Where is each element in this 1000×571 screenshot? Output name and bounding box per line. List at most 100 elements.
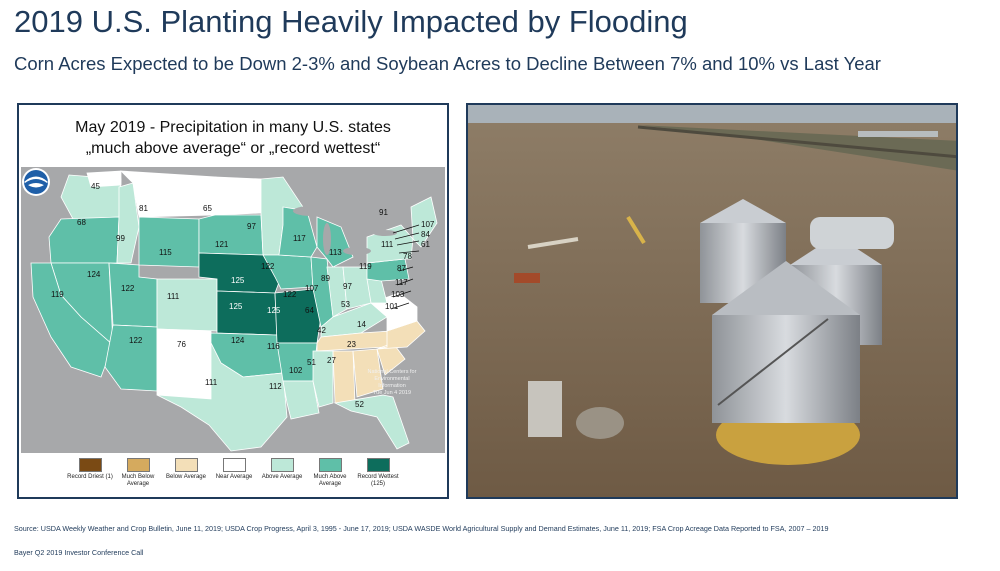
label-nc: 14: [357, 320, 366, 329]
label-fl: 52: [355, 400, 364, 409]
label-nv: 124: [87, 270, 101, 279]
label-tn: 42: [317, 326, 326, 335]
state-wy: [138, 216, 200, 268]
state-wv: [366, 278, 388, 304]
label-wy: 115: [159, 248, 172, 257]
event-footer: Bayer Q2 2019 Investor Conference Call: [14, 548, 144, 557]
callout-6: 117: [395, 278, 408, 287]
label-tx: 111: [205, 378, 218, 387]
source-note: Source: USDA Weekly Weather and Crop Bul…: [14, 524, 829, 533]
label-va: 53: [341, 300, 350, 309]
label-nm: 76: [177, 340, 186, 349]
legend-label: Much Below Average: [121, 474, 155, 487]
legend-item: Above Average: [259, 458, 305, 481]
state-ut: [108, 262, 158, 328]
flood-photo-graphic: [468, 105, 956, 497]
page-subtitle: Corn Acres Expected to be Down 2-3% and …: [14, 53, 881, 74]
callout-5: 87: [397, 264, 406, 273]
legend-item: Record Wettest (125): [355, 458, 401, 487]
noaa-line2: Environmental: [374, 376, 410, 382]
page-title: 2019 U.S. Planting Heavily Impacted by F…: [14, 4, 688, 39]
flooded-farm-photo: [466, 103, 958, 499]
label-sd: 121: [215, 240, 229, 249]
floating-object: [514, 273, 540, 283]
label-id: 99: [116, 234, 125, 243]
precipitation-map-panel: May 2019 - Precipitation in many U.S. st…: [17, 103, 449, 499]
state-fl: [333, 394, 410, 450]
legend-label: Near Average: [215, 474, 253, 480]
state-az: [104, 324, 158, 392]
state-co: [156, 278, 218, 332]
label-ia: 122: [261, 262, 275, 271]
legend-swatch: [366, 458, 390, 472]
noaa-line4: Tue Jun 4 2019: [372, 390, 412, 396]
callout-4: 78: [403, 252, 412, 261]
state-ga: [352, 348, 384, 398]
label-sc: 23: [347, 340, 356, 349]
state-mo: [274, 288, 322, 344]
label-ok: 124: [231, 336, 245, 345]
label-az: 122: [129, 336, 143, 345]
legend-swatch: [270, 458, 294, 472]
grain-bin-front: [712, 261, 860, 423]
label-ny: 111: [381, 240, 394, 249]
legend-label: Record Driest (1): [67, 474, 113, 480]
label-id-n: 45: [91, 182, 100, 191]
label-ar: 116: [267, 342, 280, 351]
label-mi: 113: [329, 248, 342, 257]
noaa-logo-icon: [22, 168, 50, 196]
legend-swatch: [78, 458, 102, 472]
legend-item: Record Driest (1): [67, 458, 113, 481]
legend-item: Below Average: [163, 458, 209, 481]
us-map-graphic: 45 68 81 65 97 99 115 121 117 113 111 11…: [30, 170, 438, 452]
callout-8: 101: [385, 302, 399, 311]
label-ne: 125: [231, 276, 245, 285]
label-ms: 102: [289, 366, 303, 375]
state-tx: [156, 342, 288, 452]
label-pa: 119: [359, 262, 372, 271]
label-il: 122: [283, 290, 297, 299]
noaa-line1: National Centers for: [367, 369, 417, 375]
map-legend: Record Driest (1) Much Below Average Bel…: [19, 453, 447, 497]
label-ut: 122: [121, 284, 135, 293]
map-caption-line2: „much above average“ or „record wettest“: [85, 140, 381, 157]
state-al: [332, 350, 356, 404]
state-id-n: [86, 170, 122, 188]
legend-item: Much Below Average: [115, 458, 161, 487]
debris-pile: [576, 407, 624, 439]
legend-label: Below Average: [166, 474, 206, 480]
label-la: 112: [269, 382, 282, 391]
callout-3: 61: [421, 240, 430, 249]
legend-label: Much Above Average: [313, 474, 347, 487]
state-ms: [312, 350, 334, 408]
legend-swatch: [126, 458, 150, 472]
label-nd: 65: [203, 204, 212, 213]
floating-auger: [626, 215, 646, 245]
submerged-truck: [528, 381, 562, 437]
legend-swatch: [174, 458, 198, 472]
label-wi: 117: [293, 234, 306, 243]
label-mt: 81: [139, 204, 148, 213]
map-caption-line1: May 2019 - Precipitation in many U.S. st…: [75, 119, 391, 136]
label-me: 91: [379, 208, 388, 217]
legend-item: Near Average: [211, 458, 257, 481]
label-wv: 97: [343, 282, 352, 291]
floating-equipment: [527, 237, 579, 249]
legend-label: Above Average: [261, 474, 303, 480]
state-mt: [119, 170, 217, 218]
label-mn: 97: [247, 222, 256, 231]
label-wa: 68: [77, 218, 86, 227]
state-nd: [214, 176, 262, 216]
callout-2: 84: [421, 230, 430, 239]
label-ky: 64: [305, 306, 314, 315]
storage-tank: [810, 217, 894, 249]
callout-1: 107: [421, 220, 435, 229]
label-or: 119: [51, 290, 64, 299]
label-in: 107: [305, 284, 319, 293]
legend-swatch: [318, 458, 342, 472]
noaa-attribution: National Centers for Environmental Infor…: [357, 369, 427, 397]
us-precipitation-map: 45 68 81 65 97 99 115 121 117 113 111 11…: [21, 167, 445, 453]
label-mo: 125: [267, 306, 281, 315]
label-oh: 89: [321, 274, 330, 283]
legend-label: Record Wettest (125): [357, 474, 399, 487]
